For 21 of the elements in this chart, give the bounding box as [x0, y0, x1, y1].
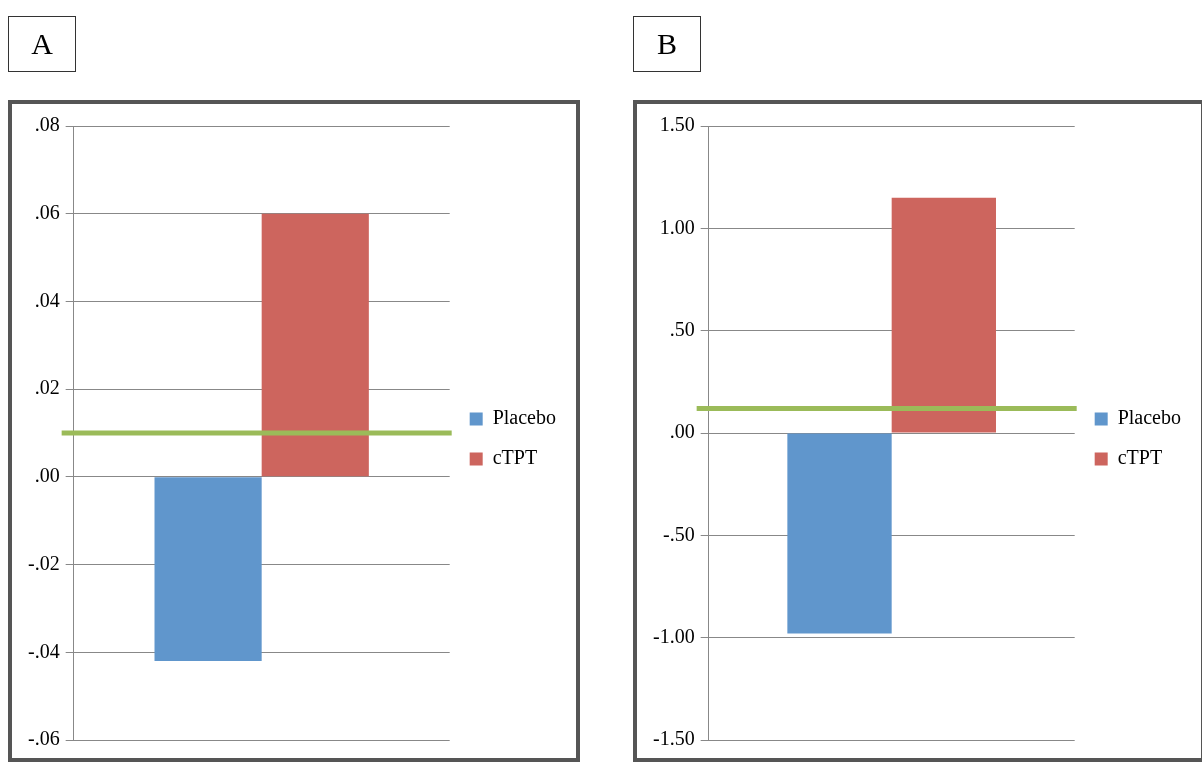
chart-title: B — [633, 16, 701, 72]
y-tick-label: -1.50 — [652, 727, 695, 750]
y-tick-label: -.04 — [27, 639, 60, 662]
y-tick-label: -.50 — [662, 522, 695, 545]
y-tick-label: .04 — [34, 288, 60, 311]
y-tick-label: .00 — [34, 464, 60, 487]
legend-label: cTPT — [1117, 446, 1163, 469]
y-tick-label: .06 — [34, 200, 60, 223]
y-tick-label: -.02 — [27, 551, 60, 574]
chart-title: A — [8, 16, 76, 72]
y-tick-label: .00 — [669, 420, 695, 443]
legend-label: Placebo — [492, 406, 556, 429]
legend-label: Placebo — [1117, 406, 1181, 429]
y-tick-label: 1.50 — [659, 113, 695, 136]
y-tick-label: .02 — [34, 376, 60, 399]
y-tick-label: .08 — [34, 113, 60, 136]
y-tick-label: 1.00 — [659, 215, 695, 238]
y-tick-label: .50 — [669, 317, 695, 340]
legend-label: cTPT — [492, 446, 538, 469]
y-tick-label: -.06 — [27, 727, 60, 750]
y-tick-label: -1.00 — [652, 624, 695, 647]
